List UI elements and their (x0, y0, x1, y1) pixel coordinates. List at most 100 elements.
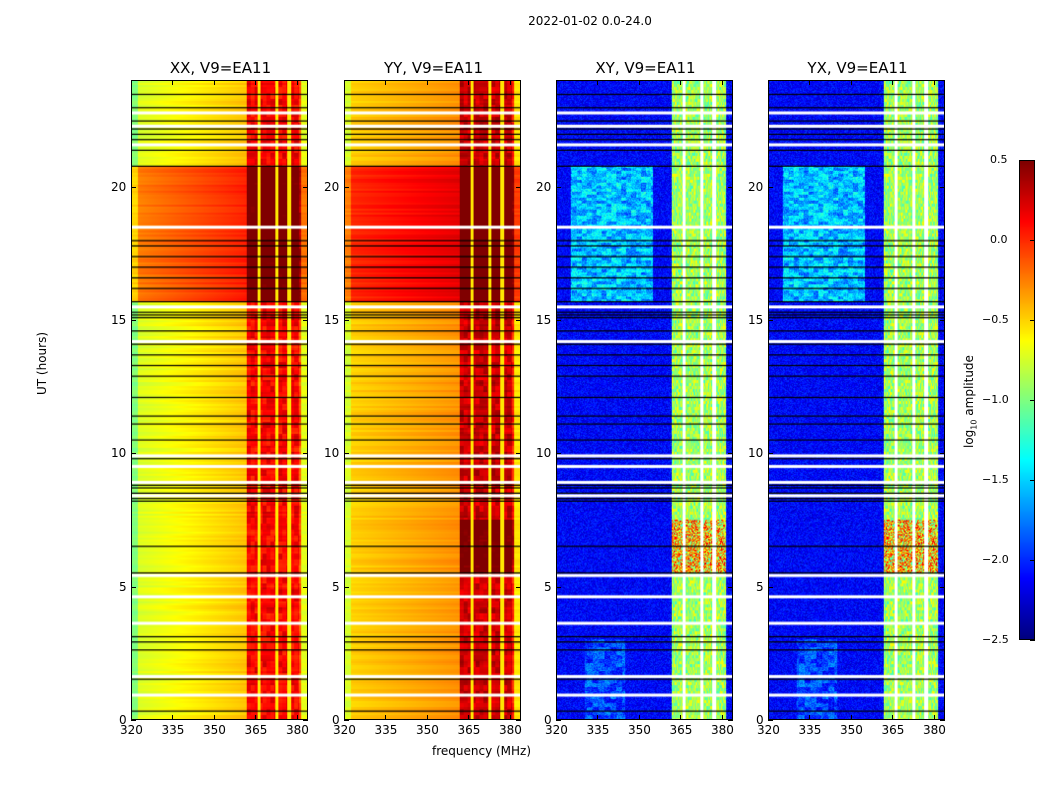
panel-title: YX, V9=EA11 (807, 59, 908, 77)
y-tick-label: 20 (324, 179, 340, 194)
colorbar-tick (1030, 240, 1035, 241)
y-tick-label: 5 (756, 579, 764, 594)
y-tick (344, 720, 349, 721)
x-tick (850, 715, 852, 720)
heatmap-image (345, 81, 520, 719)
x-tick (172, 80, 174, 85)
y-tick (768, 586, 773, 588)
y-tick (940, 186, 945, 188)
x-tick (721, 80, 723, 85)
x-tick (426, 715, 428, 720)
x-axis-label: frequency (MHz) (432, 744, 532, 758)
x-tick-label: 365 (457, 723, 481, 737)
x-tick-label: 380 (285, 723, 309, 737)
y-tick (768, 720, 773, 721)
y-tick (344, 320, 349, 321)
x-tick-label: 335 (161, 723, 185, 737)
y-tick (728, 586, 733, 588)
y-tick (556, 320, 561, 321)
heatmap-image (557, 81, 732, 719)
y-tick (728, 720, 733, 721)
y-tick-label: 5 (119, 579, 127, 594)
x-tick-label: 380 (498, 723, 522, 737)
y-tick-label: 15 (324, 313, 340, 327)
colorbar-label-sub: 10 (969, 419, 979, 430)
y-tick-label: 0 (756, 713, 764, 727)
colorbar-label: log10 amplitude (962, 355, 978, 448)
x-tick (892, 715, 894, 720)
y-tick-label: 0 (332, 713, 340, 727)
y-tick (940, 720, 945, 721)
x-tick (597, 80, 599, 85)
x-tick (933, 80, 935, 85)
x-tick (509, 715, 511, 720)
y-tick-label: 10 (748, 446, 764, 461)
x-tick (385, 80, 387, 85)
x-tick (933, 715, 935, 720)
y-tick-label: 0 (544, 713, 552, 727)
y-tick (131, 320, 136, 321)
x-tick (721, 715, 723, 720)
y-tick (728, 320, 733, 321)
x-tick (850, 80, 852, 85)
colorbar-tick (1030, 640, 1035, 641)
x-tick (255, 80, 257, 85)
y-tick (344, 586, 349, 588)
colorbar-label-main: log (962, 429, 976, 448)
y-tick-label: 20 (748, 179, 764, 194)
heatmap-panel-yy: YY, V9=EA11 (344, 59, 521, 720)
colorbar-tick-label: −1.0 (982, 393, 1009, 406)
x-tick-label: 350 (627, 723, 651, 737)
x-tick-label: 320 (757, 723, 780, 737)
colorbar-tick-label: −2.5 (982, 633, 1009, 646)
y-tick (131, 720, 136, 721)
y-tick-label: 10 (111, 446, 127, 461)
x-tick (768, 715, 769, 720)
y-tick (344, 186, 349, 188)
y-tick-label: 15 (536, 313, 552, 327)
y-tick (131, 186, 136, 188)
y-tick (516, 720, 521, 721)
heatmap-panel-yx: YX, V9=EA11 (768, 59, 945, 720)
y-tick (728, 453, 733, 455)
x-tick-label: 365 (669, 723, 693, 737)
colorbar-gradient (1020, 161, 1034, 639)
y-tick (556, 720, 561, 721)
y-tick (131, 586, 136, 588)
y-tick (303, 186, 308, 188)
y-tick (303, 586, 308, 588)
x-tick-label: 335 (586, 723, 610, 737)
colorbar-tick (1030, 160, 1035, 161)
colorbar-tick (1030, 560, 1035, 561)
y-tick (516, 320, 521, 321)
x-tick (213, 715, 215, 720)
y-tick (556, 453, 561, 455)
y-tick (303, 720, 308, 721)
x-tick (680, 715, 682, 720)
y-tick-label: 15 (111, 313, 127, 327)
x-tick (255, 715, 257, 720)
x-tick-label: 320 (120, 723, 143, 737)
x-tick (556, 715, 557, 720)
x-tick-label: 335 (798, 723, 822, 737)
x-tick-label: 335 (374, 723, 398, 737)
x-tick-label: 350 (415, 723, 439, 737)
colorbar-label-rest: amplitude (962, 355, 976, 420)
x-tick (468, 80, 470, 85)
x-tick (385, 715, 387, 720)
colorbar-tick-label: −1.5 (982, 473, 1009, 486)
x-tick-label: 350 (839, 723, 863, 737)
y-tick (344, 453, 349, 455)
y-tick-label: 20 (111, 179, 127, 194)
x-tick (597, 715, 599, 720)
y-tick (940, 453, 945, 455)
y-tick-label: 20 (536, 179, 552, 194)
x-tick-label: 320 (545, 723, 568, 737)
y-tick-label: 10 (324, 446, 340, 461)
x-tick-label: 365 (244, 723, 268, 737)
y-tick (768, 453, 773, 455)
y-tick (303, 320, 308, 321)
y-tick-label: 5 (544, 579, 552, 594)
colorbar-tick-label: 0.5 (990, 153, 1008, 166)
